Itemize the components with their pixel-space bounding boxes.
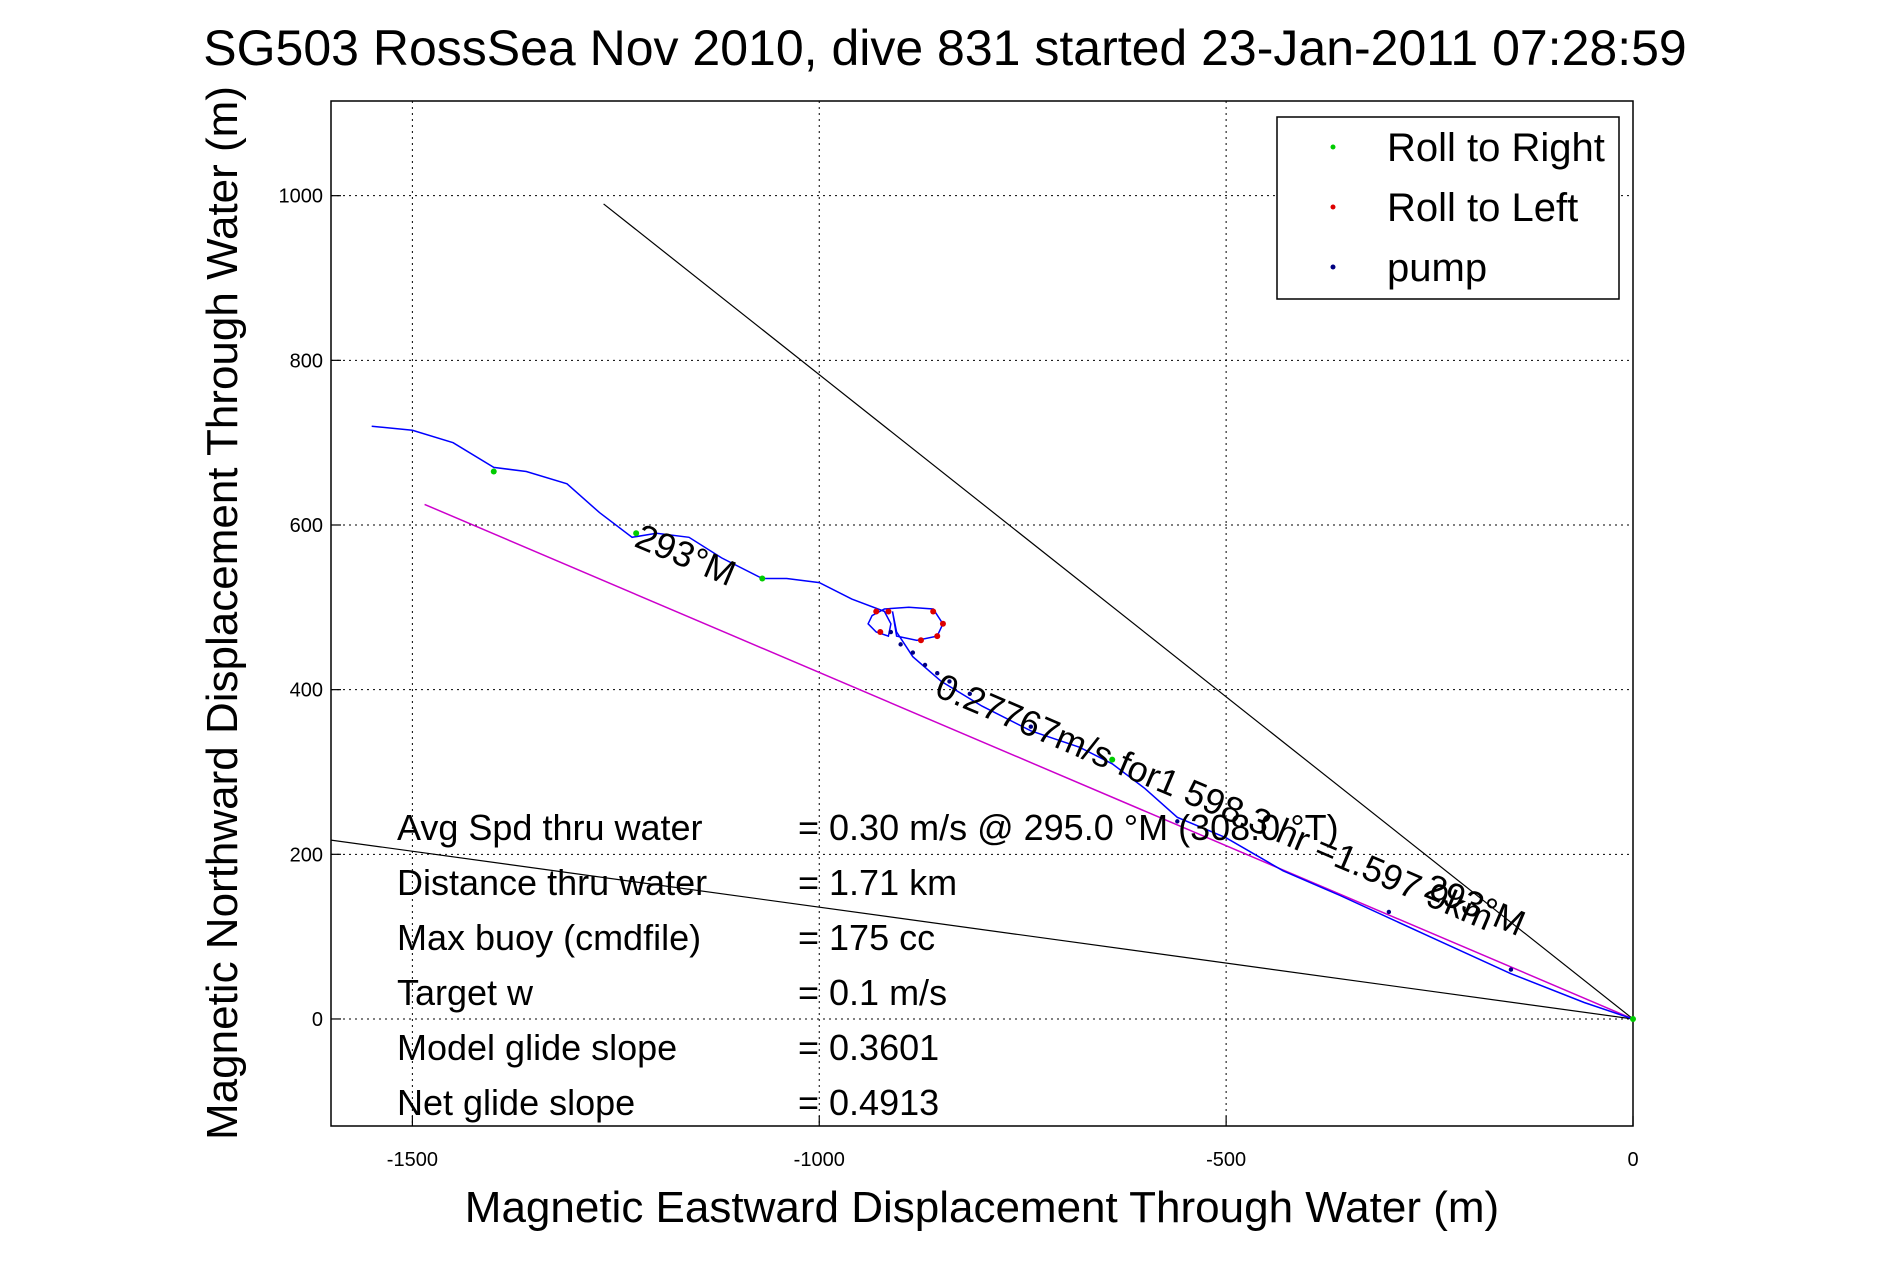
roll-left-point [934, 633, 941, 640]
stat-value: = 0.1 m/s [798, 972, 947, 1013]
legend: Roll to Right Roll to Left pump [1276, 116, 1620, 300]
x-tick-label: -500 [1206, 1149, 1246, 1171]
stat-label: Target w [397, 972, 534, 1013]
pump-point [898, 642, 903, 647]
roll-left-point [930, 608, 937, 615]
roll-right-point [633, 530, 640, 537]
stat-value: = 0.4913 [798, 1082, 939, 1123]
stat-value: = 175 cc [798, 917, 935, 958]
legend-label: Roll to Left [1387, 186, 1578, 230]
pump-point [888, 629, 894, 635]
heading-line [331, 839, 1633, 1020]
pump-point [1028, 724, 1034, 729]
roll-right-point [1109, 756, 1116, 763]
roll-left-point [873, 608, 880, 615]
pump-point [1175, 819, 1180, 824]
track-line [371, 425, 1634, 1020]
track-layer [371, 425, 1634, 1020]
pump-point [967, 691, 972, 696]
roll-right-point [490, 468, 497, 475]
pump-point [935, 670, 940, 676]
pump-point [947, 679, 952, 684]
stat-label: Distance thru water [397, 862, 707, 903]
legend-marker [1330, 144, 1336, 150]
pump-point [1508, 967, 1514, 972]
x-axis-title: Magnetic Eastward Displacement Through W… [465, 1183, 1499, 1232]
legend-marker [1330, 204, 1336, 210]
x-tick-label: -1500 [387, 1149, 438, 1171]
stat-value: = 0.3601 [798, 1027, 939, 1068]
roll-right-point [759, 575, 766, 582]
stats-block: Avg Spd thru water = 0.30 m/s @ 295.0 °M … [397, 807, 1339, 1123]
pump-point [922, 662, 928, 668]
y-tick-label: 600 [290, 515, 323, 537]
chart-title: SG503 RossSea Nov 2010, dive 831 started… [203, 20, 1686, 76]
stat-label: Max buoy (cmdfile) [397, 917, 701, 958]
stat-label: Model glide slope [397, 1027, 677, 1068]
stat-label: Avg Spd thru water [397, 807, 703, 848]
net-displacement-line [424, 503, 1633, 1020]
roll-right-point [1630, 1015, 1636, 1022]
x-tick-label: 0 [1627, 1149, 1638, 1171]
stat-label: Net glide slope [397, 1082, 635, 1123]
marker-layer [490, 468, 1636, 1022]
y-tick-label: 200 [290, 844, 323, 866]
guide-lines [331, 203, 1633, 1020]
legend-label: pump [1387, 246, 1487, 290]
x-tick-label: -1000 [794, 1149, 845, 1171]
pump-point [910, 650, 916, 655]
y-tick-label: 800 [290, 350, 323, 372]
legend-marker [1330, 264, 1336, 270]
heading-line [603, 203, 1633, 1020]
stat-value: = 0.30 m/s @ 295.0 °M (308.0 °T) [798, 807, 1339, 848]
y-tick-label: 0 [312, 1009, 323, 1031]
legend-label: Roll to Right [1387, 126, 1605, 170]
stat-value: = 1.71 km [798, 862, 957, 903]
roll-left-point [885, 608, 892, 615]
y-axis-title: Magnetic Northward Displacement Through … [198, 86, 247, 1140]
roll-left-point [939, 620, 946, 627]
roll-left-point [877, 629, 884, 636]
grid [331, 101, 1634, 1126]
y-tick-label: 1000 [279, 186, 324, 208]
x-tick-labels: -1500 -1000 -500 0 [387, 1149, 1639, 1171]
roll-left-point [917, 637, 924, 644]
y-tick-label: 400 [290, 680, 323, 702]
y-tick-labels: 0 200 400 600 800 1000 [279, 186, 324, 1031]
pump-point [1386, 909, 1392, 915]
